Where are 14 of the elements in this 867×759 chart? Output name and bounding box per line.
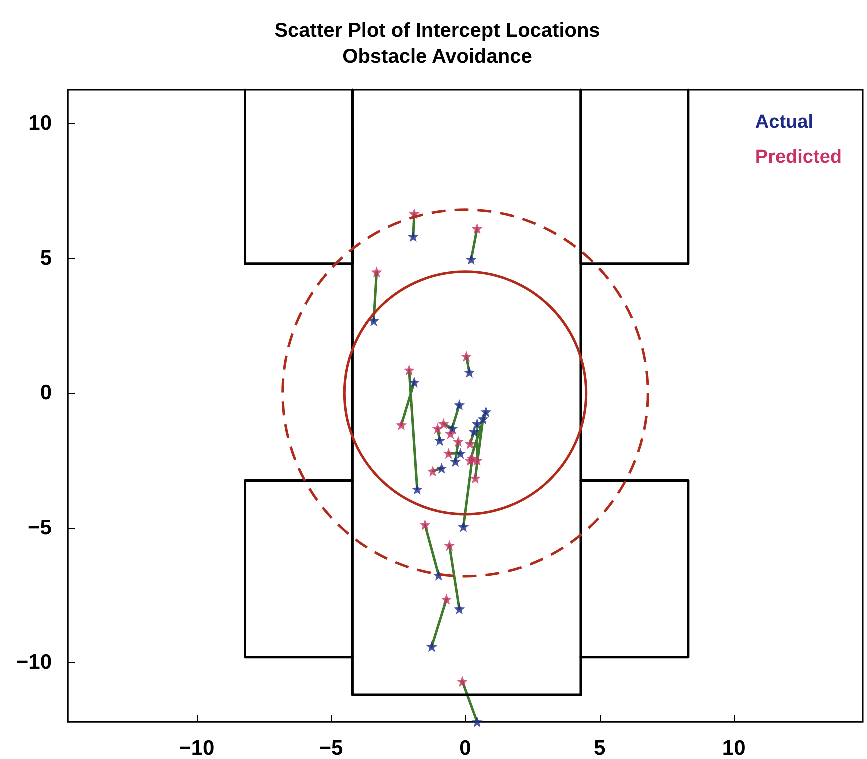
- chart-title: Scatter Plot of Intercept Locations: [274, 20, 600, 42]
- x-tick-label: −10: [179, 737, 215, 759]
- y-tick-label: 5: [40, 246, 52, 270]
- y-tick-label: −5: [28, 516, 52, 540]
- y-tick-label: 0: [40, 382, 52, 405]
- y-tick-label: 10: [28, 112, 52, 136]
- x-tick-label: 10: [722, 737, 746, 759]
- text: Predicted: [755, 147, 842, 168]
- y-tick-label: −10: [16, 651, 52, 674]
- x-tick-label: 5: [594, 737, 606, 759]
- x-tick-label: −5: [319, 737, 344, 759]
- x-tick-label: 0: [460, 737, 472, 759]
- text: Actual: [755, 112, 814, 133]
- chart-subtitle: Obstacle Avoidance: [342, 46, 532, 68]
